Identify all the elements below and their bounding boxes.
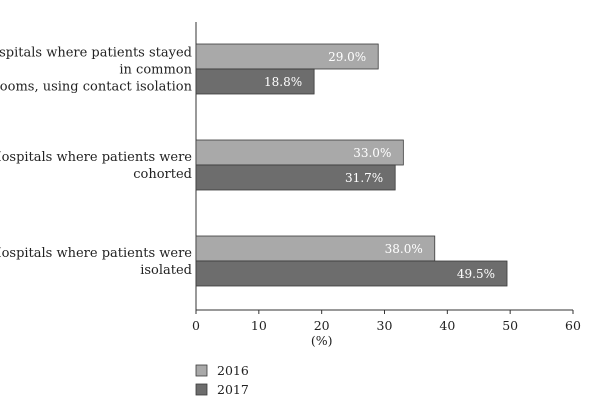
category-label: isolated bbox=[140, 263, 192, 278]
x-axis-title: (%) bbox=[311, 333, 333, 348]
category-label: Hospitals where patients were bbox=[0, 150, 192, 165]
category-label: Hospitals where patients were bbox=[0, 246, 192, 261]
legend-swatch-2016 bbox=[195, 364, 208, 377]
bar-value-label: 29.0% bbox=[328, 50, 366, 64]
bar-value-label: 33.0% bbox=[353, 146, 391, 160]
bar-value-label: 38.0% bbox=[385, 242, 423, 256]
category-label: Hospitals where patients stayed bbox=[0, 46, 192, 61]
legend-label: 2017 bbox=[217, 382, 249, 397]
x-tick-label: 0 bbox=[192, 318, 200, 333]
x-tick-label: 50 bbox=[502, 318, 518, 333]
bar-2017 bbox=[195, 164, 396, 191]
bar-2017 bbox=[195, 68, 315, 95]
x-tick-label: 10 bbox=[251, 318, 267, 333]
bar-value-label: 31.7% bbox=[345, 171, 383, 185]
bar-value-label: 49.5% bbox=[457, 267, 495, 281]
category-label: in common bbox=[119, 63, 192, 78]
legend-swatch-2017 bbox=[195, 383, 208, 396]
legend-label: 2016 bbox=[217, 363, 249, 378]
x-tick-label: 20 bbox=[314, 318, 330, 333]
bar-2016 bbox=[195, 43, 379, 70]
bar-2017 bbox=[195, 260, 508, 287]
x-tick-label: 40 bbox=[439, 318, 455, 333]
bar-value-label: 18.8% bbox=[264, 75, 302, 89]
x-tick-label: 60 bbox=[565, 318, 581, 333]
x-tick-label: 30 bbox=[377, 318, 393, 333]
category-label: rooms, using contact isolation bbox=[0, 80, 193, 95]
category-label: cohorted bbox=[133, 167, 192, 182]
